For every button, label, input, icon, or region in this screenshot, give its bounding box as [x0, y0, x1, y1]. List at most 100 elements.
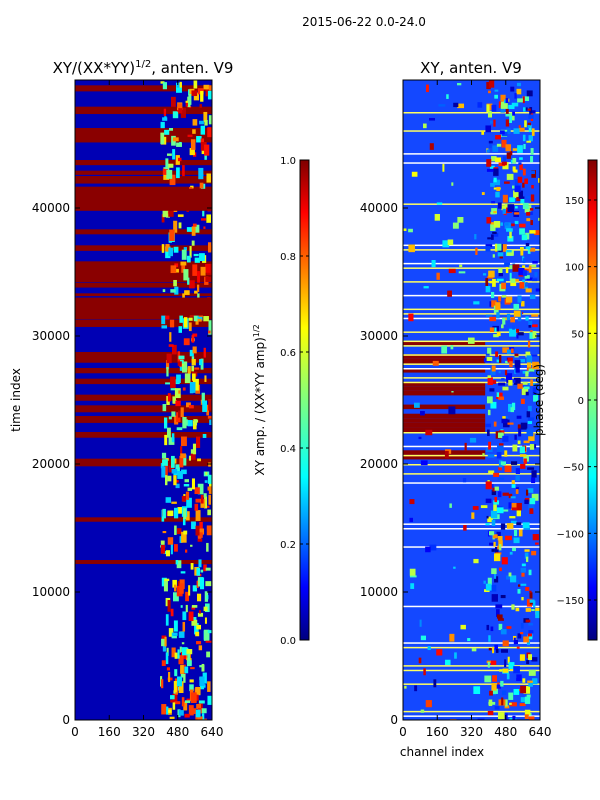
heatmap-cell	[520, 632, 524, 635]
heatmap-cell	[527, 122, 532, 126]
heatmap-cell	[488, 531, 495, 536]
heatmap-cell	[198, 526, 201, 537]
heatmap-band	[403, 418, 486, 423]
heatmap-cell	[502, 194, 508, 203]
heatmap-line	[403, 665, 540, 667]
heatmap-line	[403, 646, 540, 649]
heatmap-cell	[522, 96, 525, 104]
heatmap-cell	[513, 303, 520, 310]
heatmap-cell	[481, 192, 485, 195]
heatmap-cell	[512, 379, 516, 383]
heatmap-cell	[184, 290, 190, 295]
heatmap-cell	[206, 542, 209, 552]
heatmap-cell	[167, 599, 171, 612]
heatmap-cell	[165, 614, 169, 626]
heatmap-cell	[423, 123, 427, 129]
heatmap-cell	[189, 280, 195, 289]
heatmap-cell	[531, 184, 534, 189]
heatmap-band	[403, 386, 486, 391]
heatmap-cell	[535, 542, 539, 545]
heatmap-band	[75, 517, 212, 522]
heatmap-line	[403, 130, 540, 132]
heatmap-cell	[494, 327, 497, 332]
colorbar-tick-label: 0	[578, 396, 584, 407]
heatmap-cell	[410, 583, 415, 589]
heatmap-cell	[162, 404, 167, 412]
heatmap-cell	[501, 205, 507, 211]
heatmap-cell	[173, 620, 178, 632]
heatmap-cell	[162, 168, 168, 175]
heatmap-cell	[493, 221, 501, 228]
heatmap-cell	[487, 710, 494, 716]
heatmap-cell	[409, 568, 416, 576]
heatmap-cell	[173, 475, 177, 486]
heatmap-cell	[511, 348, 514, 353]
heatmap-cell	[524, 709, 531, 716]
heatmap-cell	[165, 497, 172, 503]
heatmap-cell	[204, 496, 208, 509]
heatmap-cell	[516, 82, 521, 87]
heatmap-cell	[195, 709, 201, 718]
heatmap-cell	[192, 333, 198, 337]
heatmap-cell	[425, 700, 432, 708]
heatmap-cell	[523, 686, 531, 694]
heatmap-cell	[501, 557, 508, 565]
heatmap-cell	[418, 657, 422, 664]
heatmap-cell	[196, 703, 201, 710]
heatmap-cell	[203, 84, 210, 90]
heatmap-cell	[531, 170, 535, 175]
heatmap-cell	[162, 82, 167, 90]
heatmap-cell	[173, 279, 177, 287]
heatmap-cell	[170, 455, 175, 468]
heatmap-cell	[167, 510, 174, 517]
heatmap-cell	[182, 621, 186, 632]
heatmap-cell	[193, 314, 198, 322]
heatmap-cell	[176, 167, 180, 179]
heatmap-cell	[180, 446, 183, 455]
heatmap-cell	[501, 378, 505, 381]
heatmap-cell	[490, 510, 498, 519]
heatmap-cell	[191, 335, 195, 343]
heatmap-cell	[194, 419, 199, 423]
heatmap-cell	[166, 366, 169, 377]
heatmap-cell	[509, 516, 516, 519]
heatmap-cell	[188, 455, 191, 461]
colorbar-tick-label: −50	[563, 463, 584, 474]
heatmap-cell	[167, 163, 174, 168]
heatmap-cell	[172, 137, 179, 142]
panel-1-y-axis: 0 10000 20000 30000 40000	[32, 201, 212, 727]
heatmap-cell	[526, 411, 531, 418]
heatmap-cell	[519, 163, 523, 171]
heatmap-cell	[196, 624, 202, 630]
heatmap-band	[75, 188, 212, 211]
panel-2-x-axis: 0 160 320 480 640	[399, 80, 551, 739]
heatmap-cell	[494, 706, 500, 710]
heatmap-cell	[180, 407, 184, 418]
heatmap-cell	[509, 197, 515, 203]
heatmap-cell	[504, 262, 511, 266]
heatmap-cell	[178, 655, 184, 665]
heatmap-cell	[532, 387, 537, 396]
heatmap-band	[75, 106, 212, 115]
heatmap-line	[403, 153, 540, 155]
heatmap-cell	[203, 226, 206, 229]
heatmap-cell	[433, 679, 437, 688]
heatmap-band	[75, 293, 212, 297]
heatmap-line	[403, 244, 540, 247]
heatmap-cell	[508, 572, 512, 577]
heatmap-band	[75, 394, 212, 401]
heatmap-cell	[522, 182, 525, 188]
heatmap-cell	[500, 594, 506, 599]
heatmap-cell	[491, 365, 496, 372]
heatmap-cell	[200, 142, 207, 151]
heatmap-cell	[200, 577, 205, 590]
heatmap-cell	[487, 516, 493, 523]
heatmap-cell	[506, 673, 510, 680]
heatmap-cell	[519, 157, 523, 160]
heatmap-cell	[493, 504, 497, 512]
heatmap-line	[403, 710, 540, 713]
heatmap-cell	[511, 484, 516, 488]
y-tick-label: 40000	[32, 201, 70, 215]
heatmap-line	[403, 528, 540, 530]
heatmap-cell	[203, 347, 206, 358]
